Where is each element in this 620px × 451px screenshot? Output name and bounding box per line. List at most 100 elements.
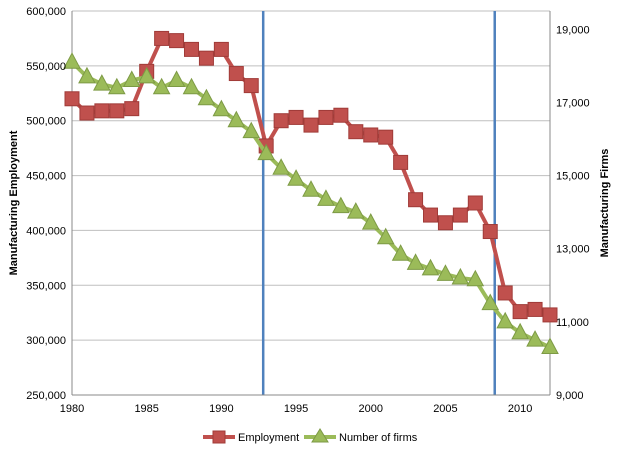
data-point-square	[378, 129, 394, 145]
data-point-square	[109, 103, 125, 119]
data-point-square	[64, 91, 80, 107]
data-point-triangle	[107, 77, 126, 95]
legend-firms-marker	[311, 428, 329, 443]
data-point-square	[393, 154, 409, 170]
data-point-square	[497, 285, 513, 301]
data-point-triangle	[167, 70, 186, 87]
legend-employment-label: Employment	[238, 432, 299, 444]
data-point-triangle	[78, 66, 96, 84]
data-point-square	[213, 41, 229, 57]
x-tick-label: 2000	[359, 403, 383, 415]
data-point-square	[318, 109, 334, 125]
y2-tick-label: 9,000	[556, 390, 584, 402]
data-point-square	[527, 301, 543, 317]
y2-tick-label: 11,000	[556, 317, 589, 329]
data-point-square	[124, 101, 140, 117]
data-point-triangle	[302, 180, 320, 197]
data-point-square	[348, 124, 364, 140]
data-point-triangle	[346, 202, 365, 219]
legend: Employment Number of firms	[203, 428, 418, 444]
data-point-square	[303, 117, 319, 133]
x-tick-label: 1980	[60, 403, 84, 415]
data-point-triangle	[511, 322, 529, 340]
series-employment	[64, 30, 558, 323]
data-point-square	[228, 66, 244, 82]
data-point-triangle	[376, 227, 395, 245]
data-point-triangle	[272, 158, 290, 175]
legend-item-employment: Employment	[203, 430, 299, 444]
data-point-triangle	[332, 196, 350, 214]
data-point-square	[288, 109, 304, 125]
series-group	[63, 30, 559, 354]
data-point-triangle	[152, 77, 171, 95]
y-axis-title: Manufacturing Employment	[8, 130, 20, 275]
y-tick-label: 300,000	[26, 335, 66, 347]
data-point-triangle	[481, 293, 500, 311]
data-point-square	[512, 304, 528, 320]
x-tick-label: 1985	[134, 403, 158, 415]
data-point-square	[482, 224, 498, 240]
data-point-triangle	[137, 66, 156, 84]
legend-item-firms: Number of firms	[304, 428, 418, 444]
data-point-triangle	[242, 121, 261, 139]
data-point-triangle	[421, 258, 440, 276]
x-tick-label: 1990	[209, 403, 233, 415]
data-point-triangle	[257, 143, 276, 161]
data-point-triangle	[391, 244, 410, 261]
y2-tick-label: 19,000	[556, 24, 590, 36]
data-point-square	[243, 78, 259, 94]
data-point-triangle	[406, 253, 425, 270]
data-point-square	[273, 113, 289, 129]
data-point-triangle	[182, 77, 201, 95]
x-tick-label: 1995	[284, 403, 308, 415]
data-point-triangle	[122, 70, 141, 87]
data-point-triangle	[436, 264, 455, 281]
data-point-triangle	[496, 311, 515, 329]
data-point-square	[423, 207, 438, 223]
data-point-triangle	[227, 110, 246, 128]
y-tick-label: 600,000	[26, 6, 66, 18]
legend-employment-marker	[212, 430, 226, 444]
data-point-triangle	[287, 169, 305, 186]
data-point-square	[363, 127, 379, 143]
data-point-square	[94, 103, 110, 119]
data-point-triangle	[361, 213, 380, 230]
data-point-square	[169, 33, 185, 49]
data-point-square	[333, 107, 349, 123]
y-tick-label: 400,000	[26, 225, 66, 237]
data-point-triangle	[451, 267, 470, 285]
data-point-square	[198, 50, 214, 66]
data-point-triangle	[466, 269, 485, 287]
data-point-square	[408, 192, 424, 208]
data-point-triangle	[93, 74, 111, 91]
data-point-triangle	[526, 330, 544, 347]
y2-tick-label: 13,000	[556, 244, 590, 256]
y2-tick-label: 17,000	[556, 97, 590, 109]
data-point-square	[542, 307, 558, 323]
y-tick-label: 350,000	[26, 280, 66, 292]
reference-lines	[261, 11, 496, 395]
x-tick-label: 2010	[508, 403, 532, 415]
data-point-square	[437, 215, 453, 231]
axes	[71, 11, 551, 396]
y2-axis-title: Manufacturing Firms	[599, 149, 611, 258]
data-point-triangle	[317, 189, 335, 206]
data-point-square	[467, 195, 483, 211]
series-firms	[63, 52, 559, 354]
data-point-square	[452, 207, 468, 223]
data-point-triangle	[63, 52, 81, 69]
y-tick-label: 550,000	[26, 61, 66, 73]
y-tick-label: 450,000	[26, 171, 66, 183]
x-tick-label: 2005	[433, 403, 457, 415]
data-point-triangle	[197, 88, 216, 106]
data-point-square	[154, 30, 170, 46]
y-tick-label: 250,000	[26, 390, 66, 402]
y-tick-label: 500,000	[26, 116, 66, 128]
legend-firms-label: Number of firms	[339, 432, 418, 444]
tick-labels: 250,000 300,000 350,000 400,000 450,000 500,0…	[26, 6, 589, 415]
data-point-triangle	[212, 99, 231, 117]
data-point-square	[184, 41, 199, 57]
data-point-square	[79, 105, 95, 121]
